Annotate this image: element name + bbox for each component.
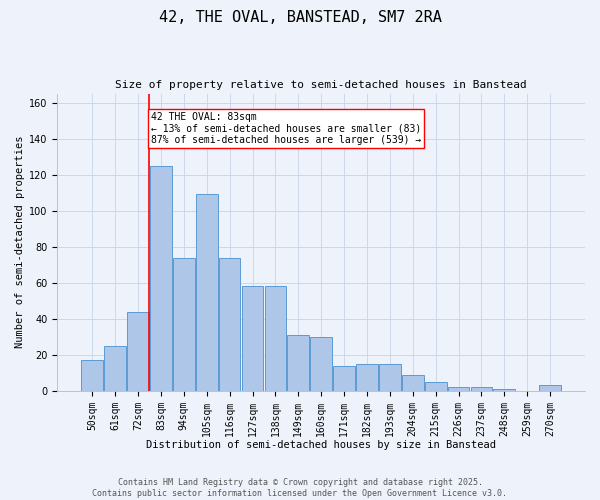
Title: Size of property relative to semi-detached houses in Banstead: Size of property relative to semi-detach… — [115, 80, 527, 90]
Bar — [356, 364, 378, 391]
Bar — [127, 312, 149, 391]
Bar — [470, 388, 493, 391]
Bar — [333, 366, 355, 391]
Y-axis label: Number of semi-detached properties: Number of semi-detached properties — [15, 136, 25, 348]
Bar — [82, 360, 103, 391]
Bar — [493, 389, 515, 391]
Bar — [402, 374, 424, 391]
Text: Contains HM Land Registry data © Crown copyright and database right 2025.
Contai: Contains HM Land Registry data © Crown c… — [92, 478, 508, 498]
Bar — [196, 194, 218, 391]
Bar — [539, 386, 561, 391]
Bar — [265, 286, 286, 391]
Bar — [242, 286, 263, 391]
Text: 42, THE OVAL, BANSTEAD, SM7 2RA: 42, THE OVAL, BANSTEAD, SM7 2RA — [158, 10, 442, 25]
Bar — [287, 335, 309, 391]
Text: 42 THE OVAL: 83sqm
← 13% of semi-detached houses are smaller (83)
87% of semi-de: 42 THE OVAL: 83sqm ← 13% of semi-detache… — [151, 112, 421, 145]
Bar — [425, 382, 446, 391]
Bar — [379, 364, 401, 391]
Bar — [104, 346, 126, 391]
Bar — [310, 337, 332, 391]
Bar — [150, 166, 172, 391]
X-axis label: Distribution of semi-detached houses by size in Banstead: Distribution of semi-detached houses by … — [146, 440, 496, 450]
Bar — [173, 258, 195, 391]
Bar — [219, 258, 241, 391]
Bar — [448, 388, 469, 391]
